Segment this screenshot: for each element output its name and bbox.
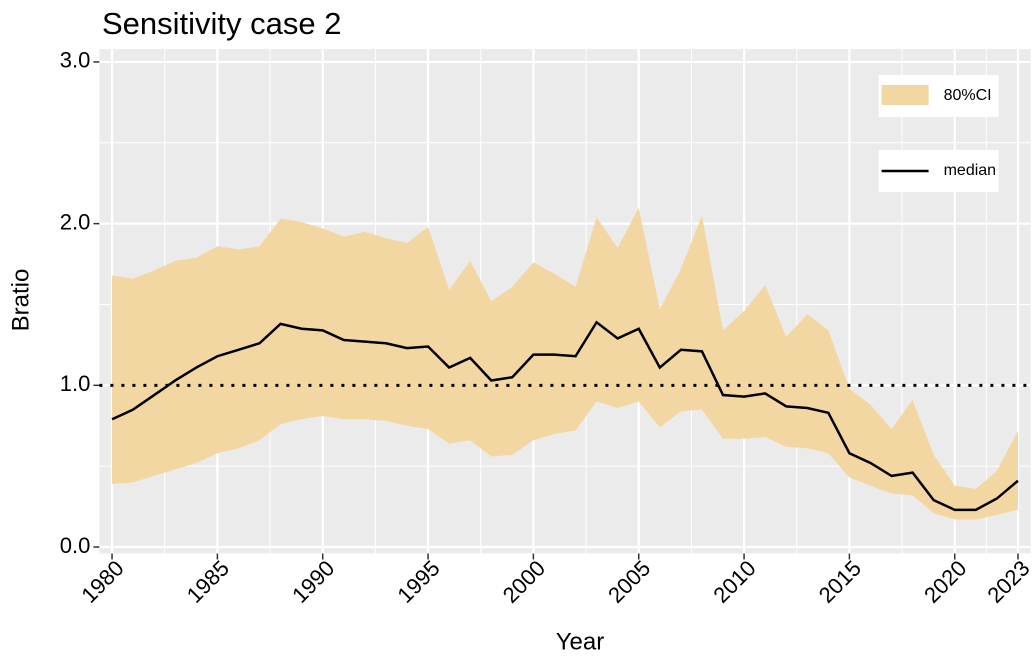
x-tick-label: 2005 xyxy=(603,555,655,607)
chart-title: Sensitivity case 2 xyxy=(102,6,342,41)
y-tick-label: 2.0 xyxy=(60,209,91,234)
x-tick-label: 1980 xyxy=(76,555,128,607)
median-line xyxy=(111,320,1019,512)
legend-key xyxy=(881,85,929,105)
x-tick-label: 1995 xyxy=(392,555,444,607)
x-axis-label: Year xyxy=(556,628,605,655)
legend-label: 80%CI xyxy=(944,87,992,104)
y-tick-label: 3.0 xyxy=(60,48,91,73)
legend-label: median xyxy=(944,162,996,179)
x-tick-label: 1985 xyxy=(182,555,234,607)
x-tick-label: 2023 xyxy=(982,555,1033,607)
x-tick-label: 1990 xyxy=(287,555,339,607)
y-tick-label: 1.0 xyxy=(60,371,91,396)
x-tick-label: 2000 xyxy=(498,555,550,607)
x-tick-label: 2010 xyxy=(708,555,760,607)
x-tick-label: 2020 xyxy=(919,555,971,607)
x-tick-label: 2015 xyxy=(814,555,866,607)
ci-band xyxy=(112,207,1018,520)
y-axis-label: Bratio xyxy=(7,269,34,332)
y-tick-label: 0.0 xyxy=(60,533,91,558)
